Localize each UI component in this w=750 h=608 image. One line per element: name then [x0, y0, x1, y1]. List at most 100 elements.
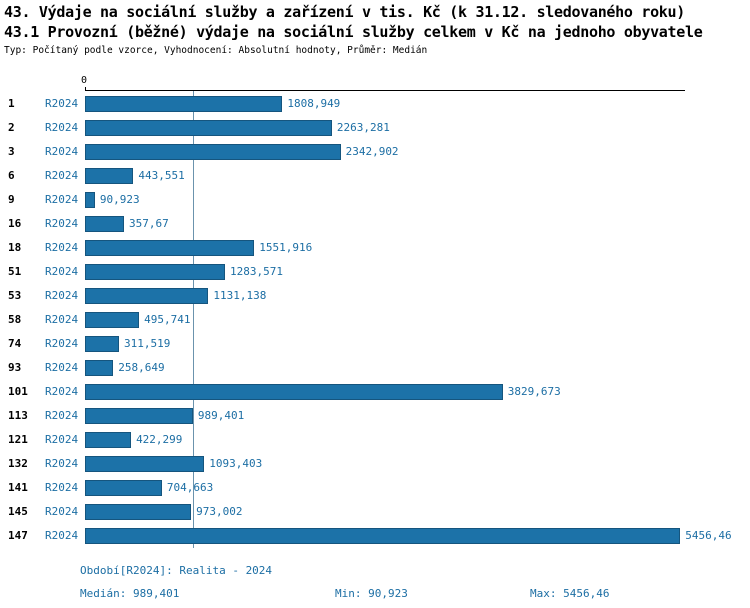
axis-zero-tick [85, 87, 86, 90]
bar [85, 432, 132, 448]
series-label: R2024 [45, 361, 79, 374]
series-label: R2024 [45, 505, 79, 518]
chart-meta-line: Typ: Počítaný podle vzorce, Vyhodnocení:… [4, 45, 428, 56]
bar [85, 360, 114, 376]
bar-value-label: 2342,902 [345, 145, 399, 158]
bar [85, 408, 193, 424]
bar-value-label: 2263,281 [336, 121, 390, 134]
bar [85, 288, 209, 304]
bar [85, 384, 503, 400]
bar-row: 6 R2024 443,551 [0, 164, 750, 188]
row-category-label: 1 [8, 97, 15, 110]
series-label: R2024 [45, 433, 79, 446]
series-label: R2024 [45, 193, 79, 206]
report-title: 43. Výdaje na sociální služby a zařízení… [4, 3, 686, 21]
bar-row: 3 R2024 2342,902 [0, 140, 750, 164]
bar [85, 216, 125, 232]
bar-row: 1 R2024 1808,949 [0, 92, 750, 116]
series-label: R2024 [45, 529, 79, 542]
bar-row: 147 R2024 5456,46 [0, 524, 750, 548]
bar-row: 93 R2024 258,649 [0, 356, 750, 380]
row-category-label: 18 [8, 241, 22, 254]
bar-value-label: 495,741 [144, 313, 191, 326]
series-label: R2024 [45, 97, 79, 110]
period-caption: Období[R2024]: Realita - 2024 [80, 564, 273, 577]
series-label: R2024 [45, 145, 79, 158]
bar [85, 144, 341, 160]
row-category-label: 113 [8, 409, 28, 422]
bar-value-label: 1131,138 [213, 289, 267, 302]
bar [85, 336, 119, 352]
bar-row: 145 R2024 973,002 [0, 500, 750, 524]
bar [85, 528, 681, 544]
bar [85, 120, 332, 136]
bar-value-label: 5456,46 [685, 529, 732, 542]
row-category-label: 121 [8, 433, 28, 446]
row-category-label: 9 [8, 193, 15, 206]
row-category-label: 2 [8, 121, 15, 134]
row-category-label: 132 [8, 457, 28, 470]
bar [85, 504, 192, 520]
bar-row: 51 R2024 1283,571 [0, 260, 750, 284]
series-label: R2024 [45, 217, 79, 230]
series-label: R2024 [45, 409, 79, 422]
row-category-label: 101 [8, 385, 28, 398]
bar-value-label: 704,663 [166, 481, 214, 494]
bar-row: 74 R2024 311,519 [0, 332, 750, 356]
bar-value-label: 973,002 [196, 505, 243, 518]
row-category-label: 58 [8, 313, 22, 326]
bar [85, 480, 162, 496]
bar-value-label: 3829,673 [507, 385, 561, 398]
row-category-label: 53 [8, 289, 22, 302]
bar-row: 121 R2024 422,299 [0, 428, 750, 452]
bar [85, 456, 205, 472]
bar [85, 168, 134, 184]
bar-value-label: 1093,403 [209, 457, 263, 470]
series-label: R2024 [45, 481, 79, 494]
series-label: R2024 [45, 121, 79, 134]
value-axis-line [85, 90, 685, 91]
row-category-label: 6 [8, 169, 15, 182]
bar-rows: 1 R2024 1808,949 2 R2024 2263,281 3 R2024 2342,9… [0, 92, 750, 548]
row-category-label: 141 [8, 481, 28, 494]
bar [85, 192, 95, 208]
bar-row: 132 R2024 1093,403 [0, 452, 750, 476]
bar-row: 9 R2024 90,923 [0, 188, 750, 212]
min-caption: Min: 90,923 [335, 587, 408, 600]
row-category-label: 145 [8, 505, 28, 518]
bar [85, 312, 140, 328]
bar-value-label: 311,519 [123, 337, 171, 350]
row-category-label: 93 [8, 361, 22, 374]
bar-row: 53 R2024 1131,138 [0, 284, 750, 308]
bar-row: 58 R2024 495,741 [0, 308, 750, 332]
bar-value-label: 1283,571 [230, 265, 283, 278]
series-label: R2024 [45, 385, 79, 398]
bar-row: 101 R2024 3829,673 [0, 380, 750, 404]
row-category-label: 3 [8, 145, 15, 158]
row-category-label: 147 [8, 529, 28, 542]
series-label: R2024 [45, 241, 79, 254]
bar-value-label: 443,551 [138, 169, 185, 182]
row-category-label: 16 [8, 217, 22, 230]
row-category-label: 51 [8, 265, 22, 278]
bar-value-label: 357,67 [129, 217, 169, 230]
bar-row: 16 R2024 357,67 [0, 212, 750, 236]
bar-value-label: 1551,916 [259, 241, 313, 254]
max-caption: Max: 5456,46 [530, 587, 610, 600]
bar [85, 264, 226, 280]
series-label: R2024 [45, 169, 79, 182]
row-category-label: 74 [8, 337, 22, 350]
bar-value-label: 422,299 [136, 433, 183, 446]
series-label: R2024 [45, 313, 79, 326]
bar-value-label: 90,923 [99, 193, 140, 206]
bar-value-label: 1808,949 [287, 97, 341, 110]
axis-zero-tick-label: 0 [81, 75, 88, 86]
bar-row: 18 R2024 1551,916 [0, 236, 750, 260]
series-label: R2024 [45, 289, 79, 302]
bar-row: 2 R2024 2263,281 [0, 116, 750, 140]
bar-row: 141 R2024 704,663 [0, 476, 750, 500]
bar-row: 113 R2024 989,401 [0, 404, 750, 428]
bar-value-label: 989,401 [197, 409, 245, 422]
bar-chart-plot: 0 1 R2024 1808,949 2 R2024 2263,281 3 R2024 2342… [0, 75, 750, 548]
